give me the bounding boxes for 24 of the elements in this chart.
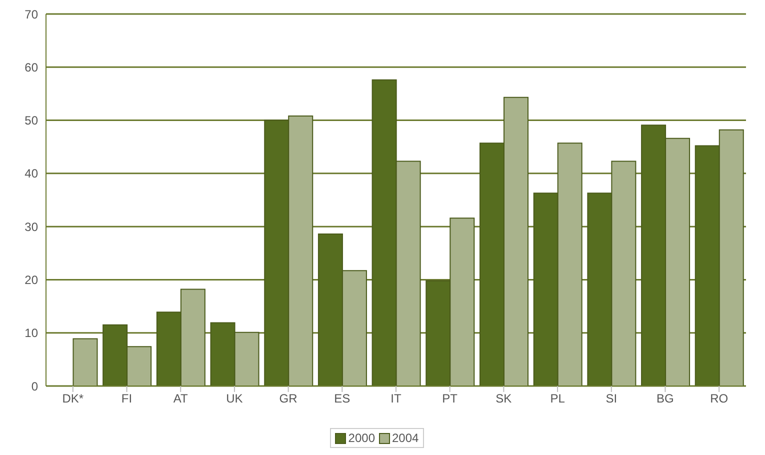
x-tick-label: SI — [606, 392, 618, 406]
x-tick-label: GR — [279, 392, 298, 406]
x-tick-label: IT — [390, 392, 402, 406]
x-tick-label: SK — [496, 392, 512, 406]
x-tick-label: UK — [226, 392, 243, 406]
y-tick-label: 40 — [24, 166, 38, 181]
x-tick-label: BG — [656, 392, 674, 406]
x-tick-label: DK* — [62, 392, 84, 406]
legend-label: 2000 — [347, 431, 375, 445]
x-tick-label: RO — [710, 392, 728, 406]
x-tick-label: FI — [121, 392, 132, 406]
x-tick-label: ES — [334, 392, 350, 406]
x-tick-label: PL — [550, 392, 566, 406]
y-tick-label: 60 — [24, 60, 38, 74]
y-tick-label: 30 — [24, 220, 38, 234]
y-tick-label: 0 — [31, 379, 38, 394]
x-tick-label: AT — [173, 392, 188, 406]
y-tick-label: 50 — [24, 114, 38, 128]
x-tick-label: PT — [442, 392, 458, 406]
y-tick-label: 70 — [24, 7, 38, 22]
bar — [72, 338, 98, 386]
y-tick-label: 10 — [24, 326, 38, 340]
y-tick-label: 20 — [24, 272, 38, 287]
legend-label: 2004 — [391, 431, 419, 445]
